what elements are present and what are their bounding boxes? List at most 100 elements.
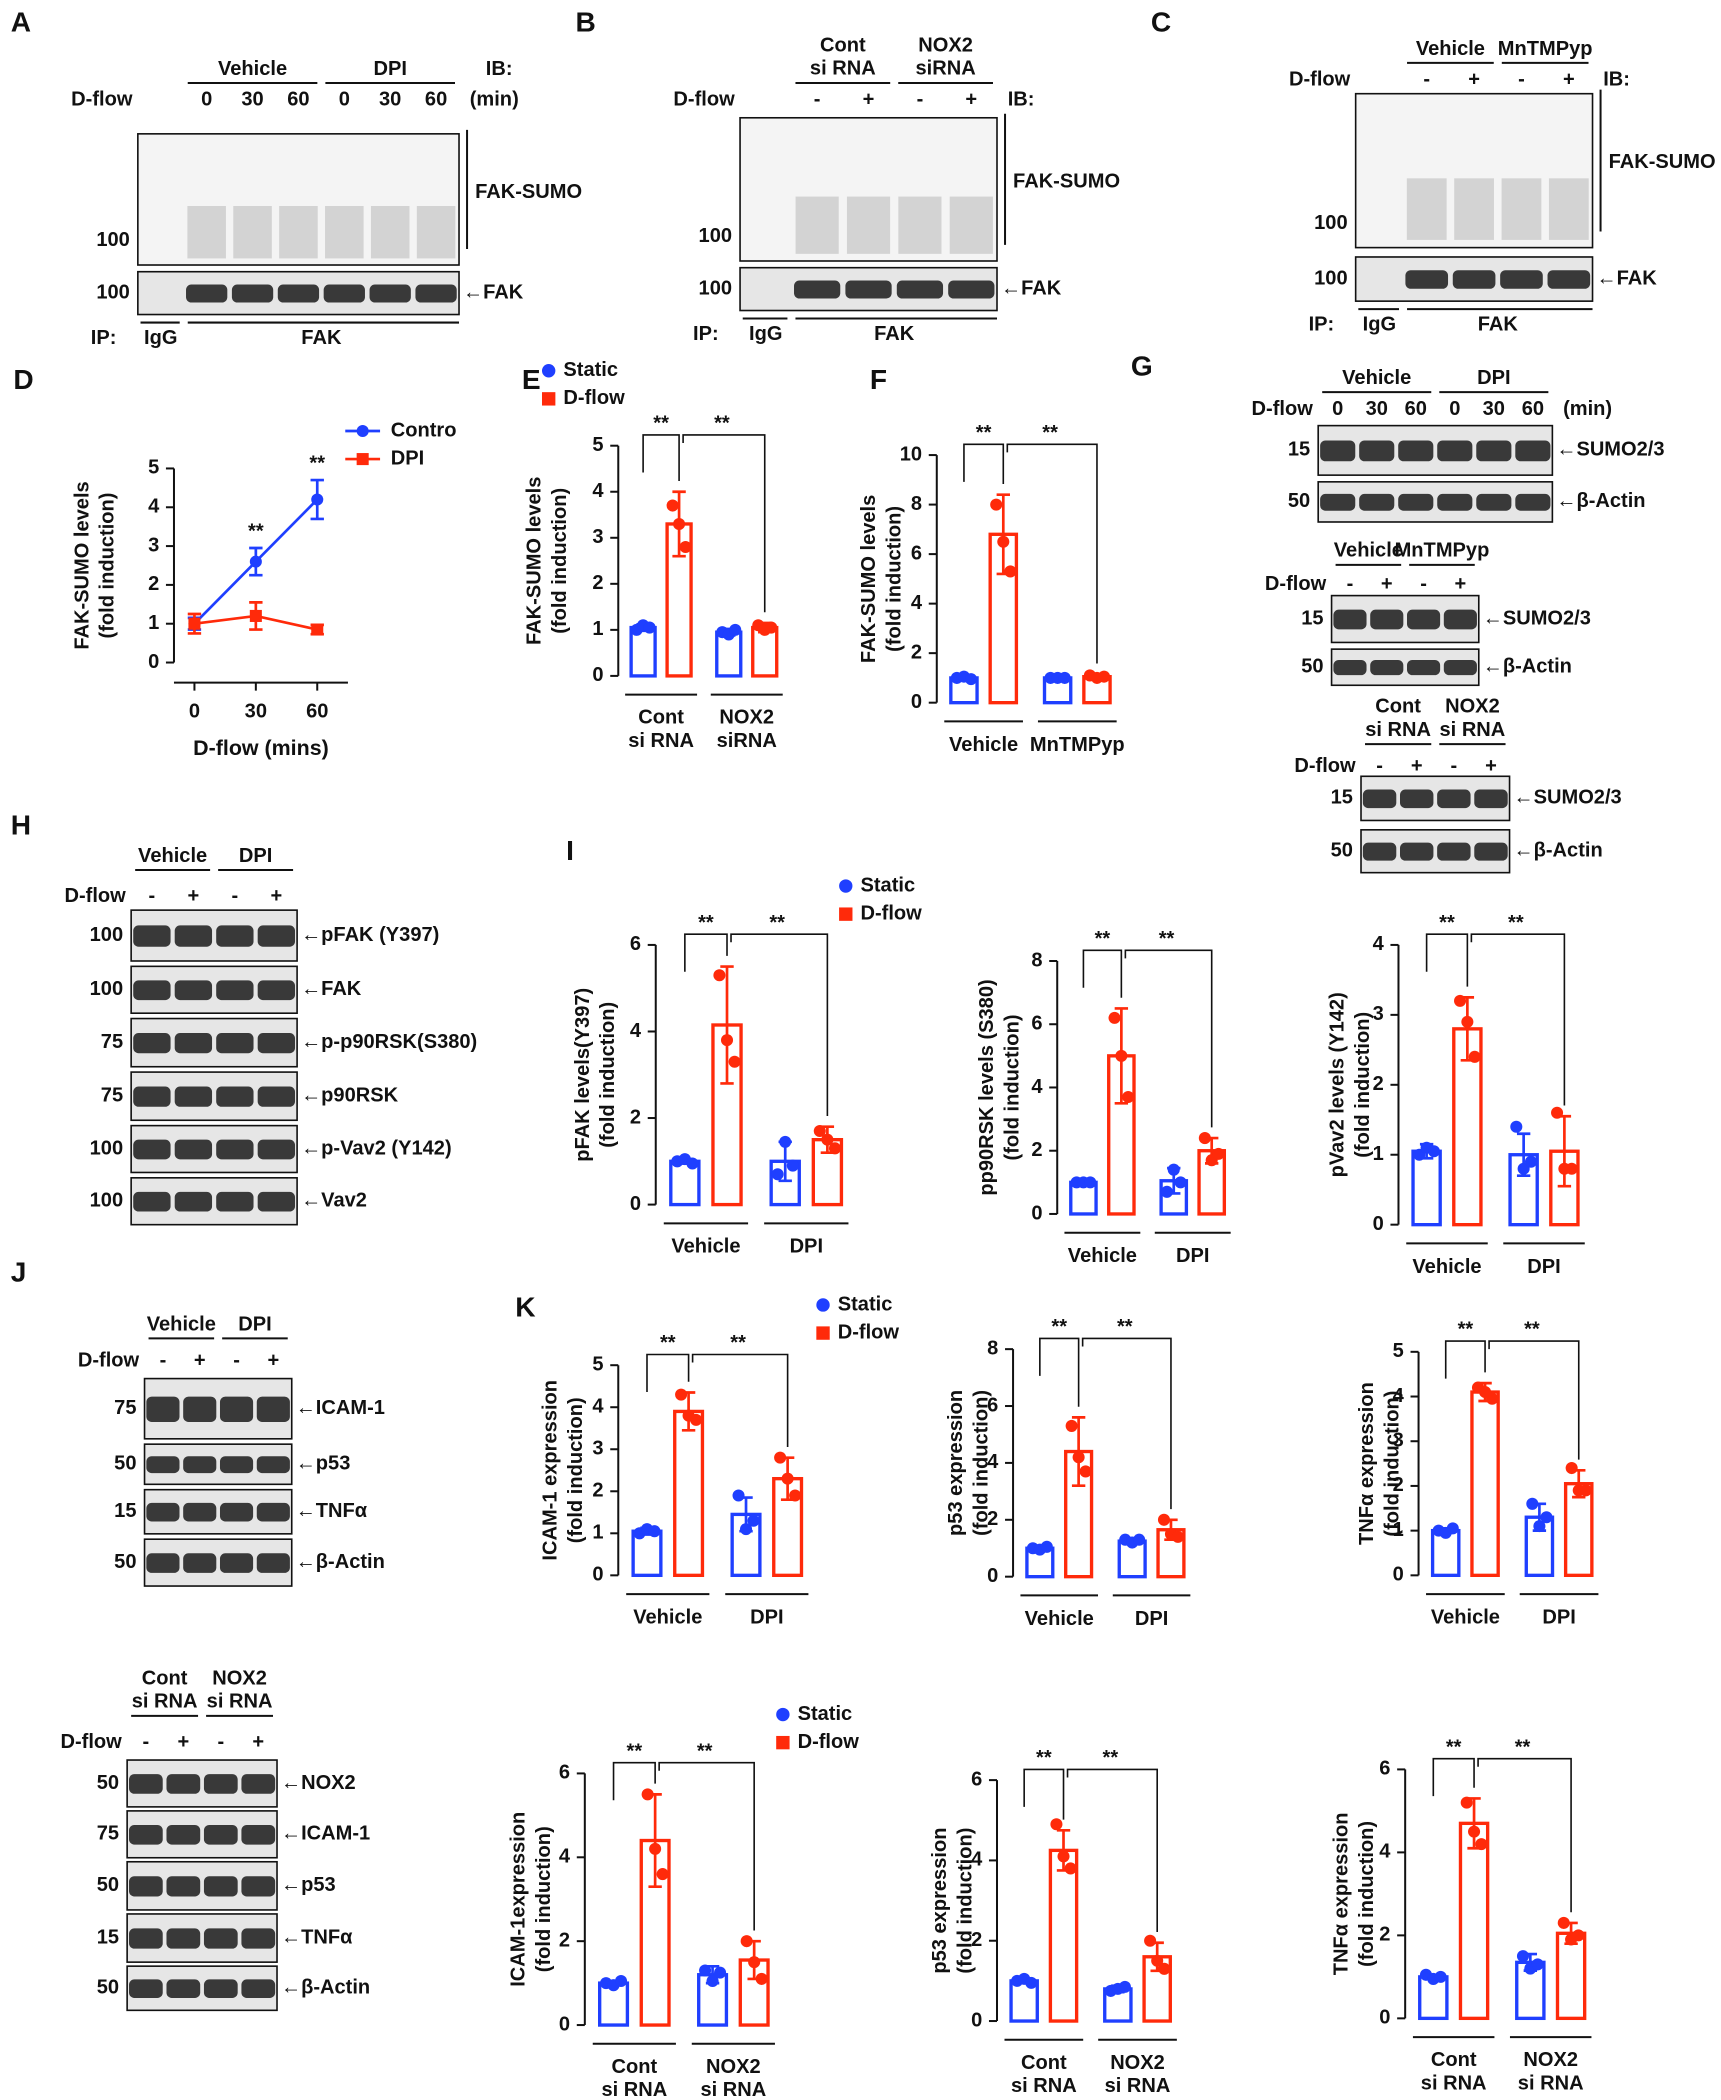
mw-label: 15 xyxy=(97,1926,119,1948)
ib-label: IB: xyxy=(486,58,513,80)
x-tick-label: NOX2 si RNA xyxy=(700,2056,766,2100)
data-point xyxy=(828,1142,841,1155)
blot-band xyxy=(129,1979,163,1998)
text-line: si RNA xyxy=(1105,2075,1171,2097)
y-tick-label: 4 xyxy=(559,1846,571,1868)
panel-letter: J xyxy=(11,1257,27,1288)
row-label: ←FAK xyxy=(301,978,362,1000)
blot-band xyxy=(146,1553,180,1573)
blot-band xyxy=(1407,659,1441,676)
significance: ** xyxy=(1103,1747,1119,1769)
group-label: MnTMPyp xyxy=(1498,38,1593,60)
data-point xyxy=(789,1489,802,1502)
significance-bracket xyxy=(612,1761,656,1801)
lane-label: + xyxy=(965,89,977,111)
blot-band xyxy=(1476,493,1512,511)
significance-bracket xyxy=(730,933,829,1116)
data-point xyxy=(720,1034,734,1047)
y-tick-label: 6 xyxy=(971,1768,982,1790)
blot-band xyxy=(203,1876,238,1897)
data-point xyxy=(813,1124,826,1138)
row-label: ←FAK xyxy=(1001,277,1062,299)
ip-group: FAK xyxy=(874,323,915,345)
data-point xyxy=(714,1966,727,1979)
data-point xyxy=(1551,1106,1564,1119)
significance: ** xyxy=(698,912,714,934)
legend-marker xyxy=(839,879,853,893)
significance: ** xyxy=(769,912,785,934)
data-point xyxy=(728,1055,741,1068)
blot-band xyxy=(1437,842,1471,861)
y-axis-label: pVav2 levels (Y142) xyxy=(1327,992,1349,1177)
lane-label: 60 xyxy=(425,89,447,111)
lane-label: - xyxy=(917,89,924,111)
data-point xyxy=(1098,670,1111,683)
row-label: ←β-Actin xyxy=(1483,656,1572,678)
flow-label: D-flow xyxy=(78,1349,140,1371)
y-tick-label: 5 xyxy=(1393,1340,1404,1362)
blot-band xyxy=(257,980,296,1001)
blot-band xyxy=(1474,842,1508,861)
text-line: si RNA xyxy=(1011,2075,1077,2097)
y-axis-label: (fold induction) xyxy=(1356,1821,1378,1967)
data-point xyxy=(1524,1155,1537,1168)
text-line: siRNA xyxy=(717,730,777,752)
blot-band xyxy=(241,1876,276,1897)
text-line: NOX2 xyxy=(1523,2049,1578,2071)
data-point xyxy=(1171,1530,1184,1543)
blot-band xyxy=(257,1086,296,1107)
blot-band xyxy=(216,1086,254,1107)
lane-label: + xyxy=(863,89,875,111)
y-tick-label: 2 xyxy=(1031,1139,1042,1161)
y-tick-label: 4 xyxy=(1379,1841,1391,1863)
mw-label: 50 xyxy=(114,1551,136,1573)
text-line: si RNA xyxy=(601,2079,667,2100)
data-point xyxy=(1565,1462,1578,1475)
lane-label: - xyxy=(814,89,821,111)
blot-smear xyxy=(187,205,226,259)
data-point xyxy=(1531,1958,1544,1971)
row-label: ←p53 xyxy=(281,1874,336,1896)
x-tick-label: DPI xyxy=(790,1236,823,1258)
y-axis-label: FAK-SUMO levels xyxy=(524,477,546,645)
y-tick-label: 4 xyxy=(1393,1385,1405,1407)
data-point xyxy=(1475,1838,1488,1851)
blot-band xyxy=(256,1456,290,1474)
data-point xyxy=(690,1413,703,1426)
data-point xyxy=(713,969,726,982)
significance: ** xyxy=(1439,912,1455,934)
data-point xyxy=(765,621,778,634)
ip-label: IP: xyxy=(1309,314,1335,336)
significance: ** xyxy=(714,413,730,435)
group-label: Cont si RNA xyxy=(132,1668,198,1713)
mw-label: 15 xyxy=(1331,787,1353,809)
group-label: NOX2 si RNA xyxy=(1440,696,1506,741)
blot-band xyxy=(257,1191,296,1212)
y-axis-label: pp90RSK levels (S380) xyxy=(976,979,998,1195)
data-point xyxy=(1040,1540,1053,1553)
y-axis-label: (fold induction) xyxy=(955,1828,977,1974)
row-label: FAK-SUMO xyxy=(475,181,582,203)
blot-band xyxy=(174,1191,213,1212)
blot-strip xyxy=(1317,481,1554,523)
blot-band xyxy=(1333,659,1367,676)
row-label: ←p-p90RSK(S380) xyxy=(301,1031,477,1053)
y-tick-label: 8 xyxy=(987,1337,998,1359)
significance-bracket xyxy=(642,434,680,482)
y-tick-label: 6 xyxy=(630,933,641,955)
mw-label: 15 xyxy=(1288,439,1310,461)
y-tick-label: 2 xyxy=(987,1508,998,1530)
blot-band xyxy=(1515,493,1551,511)
group-label: Vehicle xyxy=(138,845,207,867)
significance: ** xyxy=(1042,422,1058,444)
text-line: siRNA xyxy=(916,58,976,80)
data-point xyxy=(1212,1147,1225,1160)
data-point xyxy=(649,1842,662,1855)
legend-marker xyxy=(541,392,556,406)
x-tick-label: Vehicle xyxy=(949,734,1018,756)
blot-band xyxy=(216,925,254,947)
mw-label: 15 xyxy=(114,1500,136,1522)
blot-band xyxy=(174,1086,213,1107)
ip-group: FAK xyxy=(301,327,342,349)
x-tick-label: NOX2 si RNA xyxy=(1518,2049,1584,2094)
